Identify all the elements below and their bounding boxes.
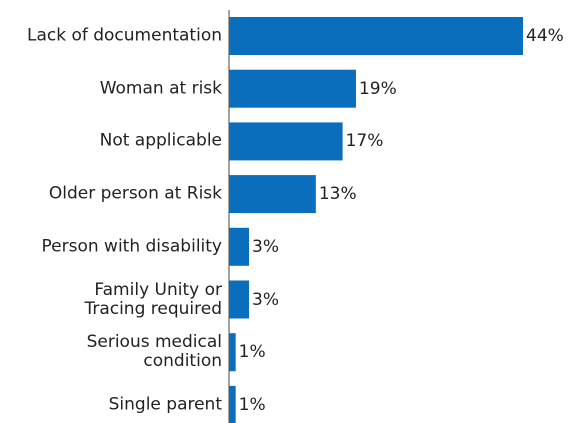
category-label: Lack of documentation [26, 25, 222, 46]
category-label: Person with disability [41, 236, 222, 257]
bar [229, 280, 250, 319]
bar [229, 385, 236, 423]
bar [229, 333, 236, 372]
bar [229, 17, 523, 55]
value-label: 44% [526, 26, 564, 46]
value-label: 3% [252, 289, 280, 310]
value-label: 19% [358, 78, 397, 99]
bar [229, 69, 356, 108]
value-label: 17% [345, 131, 384, 152]
value-label: 1% [238, 342, 266, 363]
bar [229, 227, 250, 266]
category-label: Not applicable [99, 130, 222, 151]
value-label: 13% [318, 184, 357, 205]
category-label: Woman at risk [99, 78, 222, 99]
value-label: 1% [238, 394, 266, 415]
bar [229, 122, 343, 161]
category-label: Single parent [108, 394, 222, 415]
category-label: Older person at Risk [48, 183, 222, 204]
bar [229, 175, 316, 214]
value-label: 3% [252, 236, 280, 257]
category-label: Family Unity or Tracing required [84, 279, 222, 319]
category-label: Serious medical condition [86, 332, 222, 372]
